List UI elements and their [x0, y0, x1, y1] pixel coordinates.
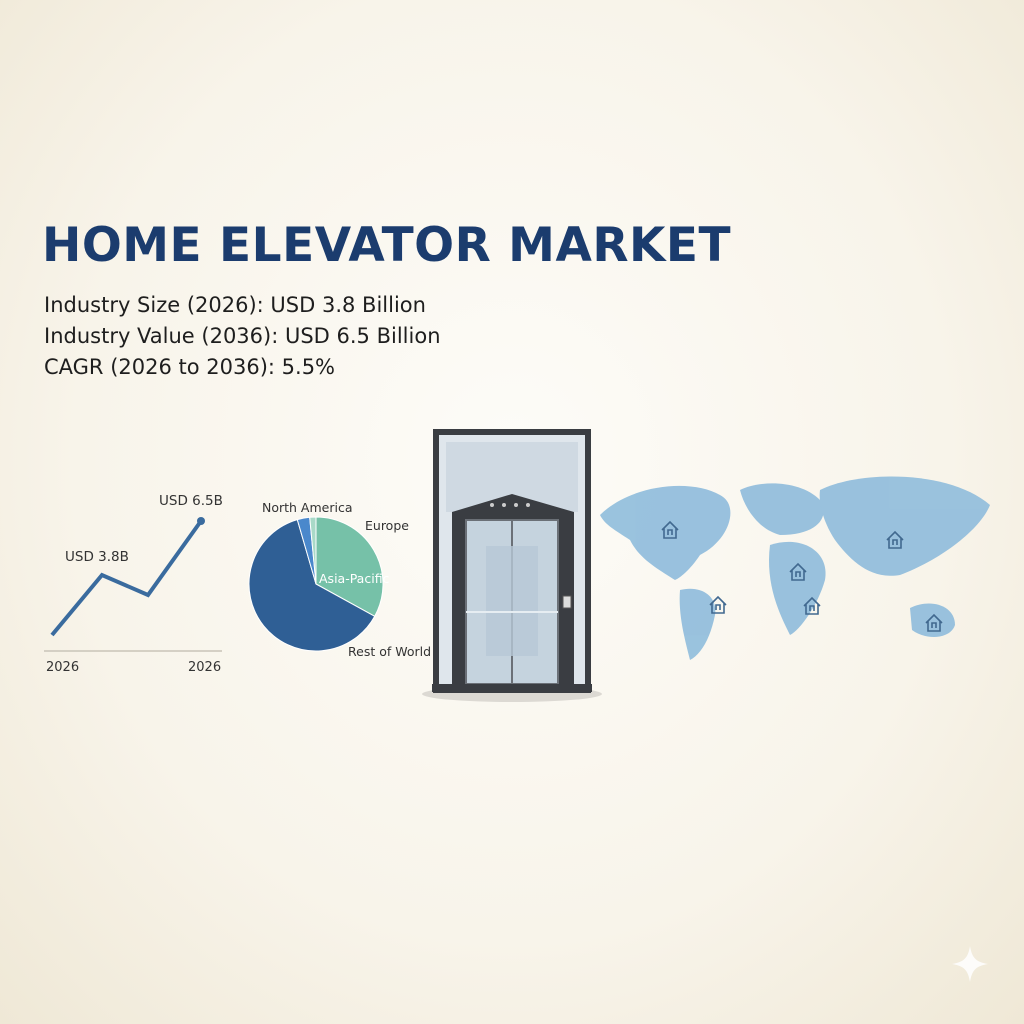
home-icon: [661, 520, 679, 539]
europe: [740, 483, 824, 535]
pie-label-europe: Europe: [365, 518, 409, 533]
page-title: HOME ELEVATOR MARKET: [42, 218, 732, 273]
pie-slice: [248, 519, 376, 652]
home-icon: [709, 595, 727, 614]
call-button: [562, 595, 572, 609]
stat-industry-value: Industry Value (2036): USD 6.5 Billion: [44, 324, 441, 348]
australia: [910, 603, 955, 637]
stats-list: Industry Size (2026): USD 3.8 Billion In…: [44, 290, 441, 383]
data-label: USD 3.8B: [65, 549, 129, 565]
line-point: [197, 517, 205, 525]
home-icon: [886, 530, 904, 549]
stat-cagr: CAGR (2026 to 2036): 5.5%: [44, 355, 336, 379]
line-chart: 2026 2026 USD 3.8B USD 6.5B: [44, 493, 223, 675]
home-icon: [803, 596, 821, 615]
asia: [819, 476, 990, 576]
pie-chart: North America Europe Asia-Pacific Rest o…: [248, 500, 431, 659]
south-america: [679, 588, 716, 660]
home-icon: [789, 562, 807, 581]
north-america: [600, 485, 731, 580]
world-map: [600, 476, 990, 660]
x-tick-label: 2026: [188, 660, 221, 675]
pie-label-asia-pacific: Asia-Pacific: [319, 571, 390, 586]
stat-industry-size: Industry Size (2026): USD 3.8 Billion: [44, 293, 426, 317]
x-tick-label: 2026: [46, 660, 79, 675]
pie-label-north-america: North America: [262, 500, 353, 515]
sparkle-icon: [952, 946, 988, 982]
africa: [769, 541, 826, 635]
data-label: USD 6.5B: [159, 493, 223, 509]
pie-slice: [315, 516, 384, 617]
pie-label-rest-of-world: Rest of World: [348, 644, 431, 659]
home-icon: [925, 613, 943, 632]
elevator-illustration: [422, 429, 602, 702]
pie-slice: [309, 516, 317, 585]
line-series: [50, 519, 203, 637]
